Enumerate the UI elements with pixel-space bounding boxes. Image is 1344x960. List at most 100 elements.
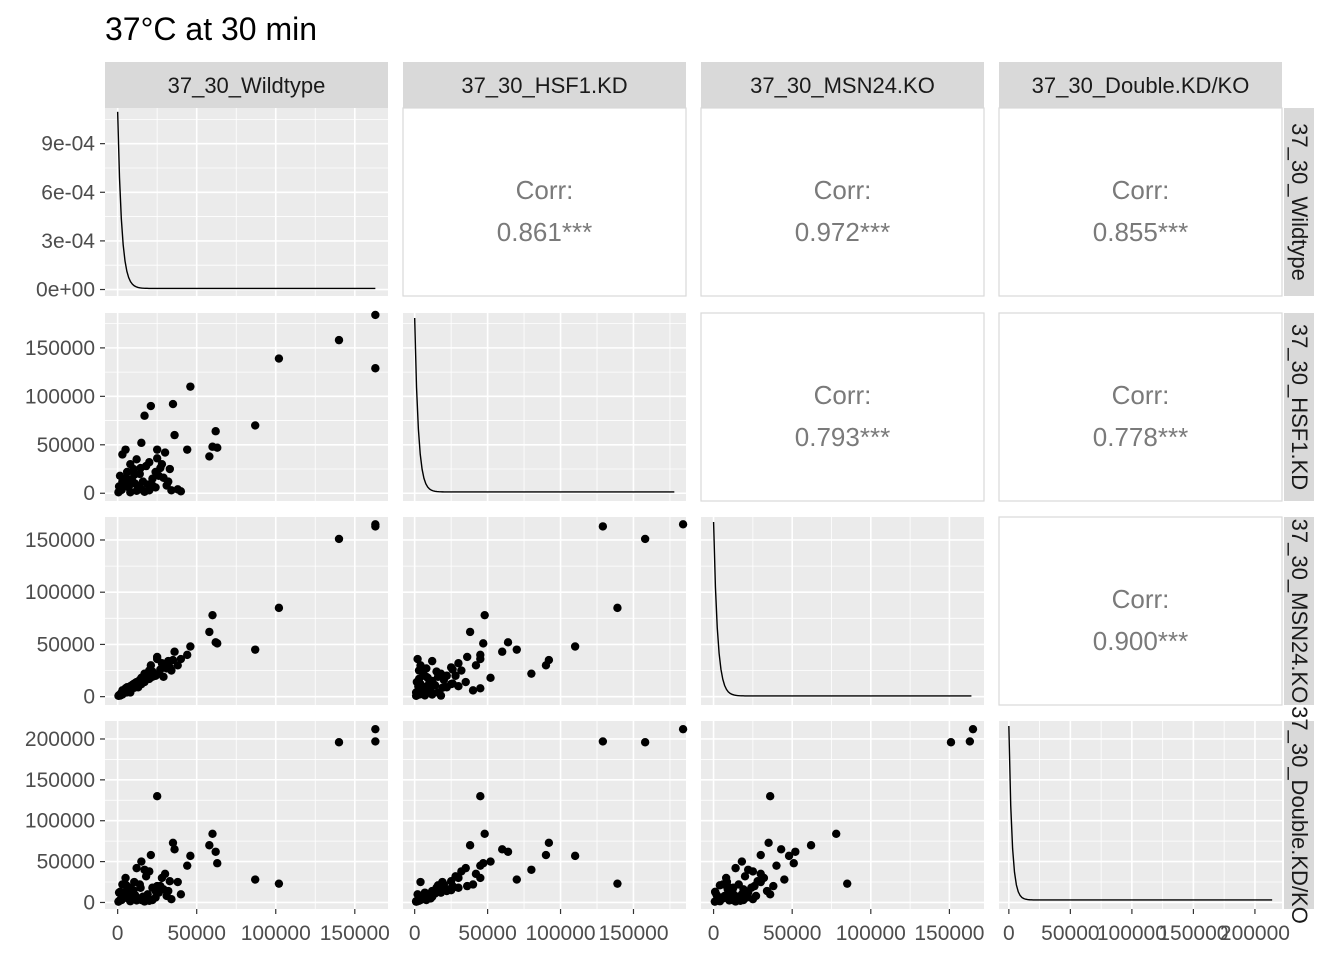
y-tick-label: 3e-04 bbox=[41, 230, 95, 253]
strip-top-label: 37_30_Wildtype bbox=[168, 73, 326, 98]
y-tick-label: 200000 bbox=[25, 728, 95, 751]
density-line bbox=[116, 111, 376, 290]
panel-r2-c3: Corr: 0.900*** bbox=[998, 516, 1283, 706]
data-point bbox=[465, 627, 475, 637]
data-point bbox=[114, 888, 124, 897]
data-point bbox=[371, 724, 380, 734]
panel-background bbox=[998, 107, 1283, 297]
corr-label: Corr: bbox=[1112, 175, 1170, 205]
panel-r1-c2: Corr: 0.793*** bbox=[700, 312, 985, 502]
panel-background bbox=[105, 108, 388, 296]
panel-grid: 37_30_Wildtype 37_30_HSF1.KD 37_30_MSN24.K… bbox=[25, 62, 1314, 945]
data-point bbox=[371, 364, 380, 373]
data-point bbox=[148, 672, 157, 681]
y-tick-label: 100000 bbox=[25, 810, 95, 833]
y-tick-label: 150000 bbox=[25, 529, 95, 552]
data-point bbox=[756, 877, 765, 887]
data-point bbox=[371, 522, 380, 531]
strip-right-37-30-msn24-ko bbox=[1284, 517, 1314, 705]
panel-background bbox=[403, 313, 686, 501]
panel-background bbox=[999, 721, 1282, 909]
strip-top-37-30-hsf1-kd bbox=[403, 62, 686, 108]
corr-value: 0.900*** bbox=[1093, 626, 1188, 656]
corr-value: 0.972*** bbox=[795, 217, 890, 247]
data-point bbox=[448, 679, 457, 688]
data-point bbox=[503, 638, 513, 647]
data-point bbox=[544, 838, 554, 847]
data-point bbox=[541, 661, 551, 670]
y-tick-label: 0 bbox=[83, 482, 95, 505]
data-point bbox=[476, 873, 485, 883]
data-point bbox=[451, 671, 460, 680]
data-point bbox=[274, 354, 284, 363]
data-point bbox=[167, 894, 176, 904]
x-tick-label: 0 bbox=[112, 922, 124, 945]
x-tick-label: 100000 bbox=[836, 922, 906, 945]
strip-right-label: 37_30_MSN24.KO bbox=[1287, 519, 1312, 704]
panel-r3-c3 bbox=[999, 721, 1282, 909]
data-point bbox=[186, 851, 195, 861]
data-point bbox=[764, 838, 773, 847]
data-point bbox=[334, 534, 344, 544]
data-point bbox=[213, 859, 222, 868]
panel-r0-c0 bbox=[105, 108, 388, 296]
panel-r2-c1 bbox=[403, 517, 688, 705]
data-point bbox=[442, 671, 451, 680]
data-point bbox=[136, 679, 145, 688]
strip-right-label: 37_30_HSF1.KD bbox=[1287, 324, 1312, 490]
data-point bbox=[165, 464, 175, 474]
data-point bbox=[146, 850, 156, 860]
data-point bbox=[448, 883, 457, 892]
data-point bbox=[712, 895, 722, 905]
data-point bbox=[176, 890, 186, 899]
panel-r1-c1 bbox=[403, 313, 686, 501]
x-tick-label: 0 bbox=[1003, 922, 1015, 945]
corr-label: Corr: bbox=[1112, 380, 1170, 410]
data-point bbox=[183, 445, 192, 454]
data-point bbox=[598, 522, 608, 531]
data-point bbox=[420, 691, 430, 700]
panel-r2-c0 bbox=[105, 517, 388, 705]
corr-value: 0.861*** bbox=[497, 217, 592, 247]
x-tick-label: 100000 bbox=[241, 922, 311, 945]
data-point bbox=[776, 845, 786, 854]
x-tick-label: 50000 bbox=[458, 922, 516, 945]
x-tick-label: 150000 bbox=[598, 922, 668, 945]
data-point bbox=[765, 890, 775, 899]
data-point bbox=[137, 857, 146, 866]
data-point bbox=[146, 401, 156, 411]
data-point bbox=[451, 872, 460, 881]
corr-label: Corr: bbox=[1112, 584, 1170, 614]
data-point bbox=[132, 863, 141, 873]
data-point bbox=[422, 664, 431, 673]
data-point bbox=[176, 487, 186, 496]
data-point bbox=[121, 873, 130, 883]
data-point bbox=[118, 450, 127, 459]
panel-r3-c1 bbox=[403, 721, 688, 909]
data-point bbox=[114, 691, 124, 700]
y-tick-label: 100000 bbox=[25, 581, 95, 604]
data-point bbox=[122, 881, 131, 890]
data-point bbox=[420, 888, 430, 897]
y-tick-label: 100000 bbox=[25, 385, 95, 408]
x-tick-label: 150000 bbox=[914, 922, 984, 945]
strip-top-label: 37_30_HSF1.KD bbox=[461, 73, 627, 98]
data-point bbox=[117, 895, 126, 905]
data-point bbox=[471, 661, 481, 670]
data-point bbox=[737, 857, 747, 866]
data-point bbox=[461, 677, 470, 687]
corr-label: Corr: bbox=[516, 175, 574, 205]
data-point bbox=[132, 486, 141, 496]
data-point bbox=[334, 335, 344, 345]
data-point bbox=[115, 471, 125, 480]
data-point bbox=[152, 445, 162, 454]
data-point bbox=[140, 897, 149, 906]
data-point bbox=[152, 454, 162, 463]
x-tick-label: 150000 bbox=[1158, 922, 1228, 945]
x-tick-label: 150000 bbox=[320, 922, 390, 945]
data-point bbox=[114, 482, 124, 491]
data-point bbox=[137, 438, 146, 448]
data-point bbox=[251, 875, 260, 884]
data-point bbox=[186, 642, 195, 651]
